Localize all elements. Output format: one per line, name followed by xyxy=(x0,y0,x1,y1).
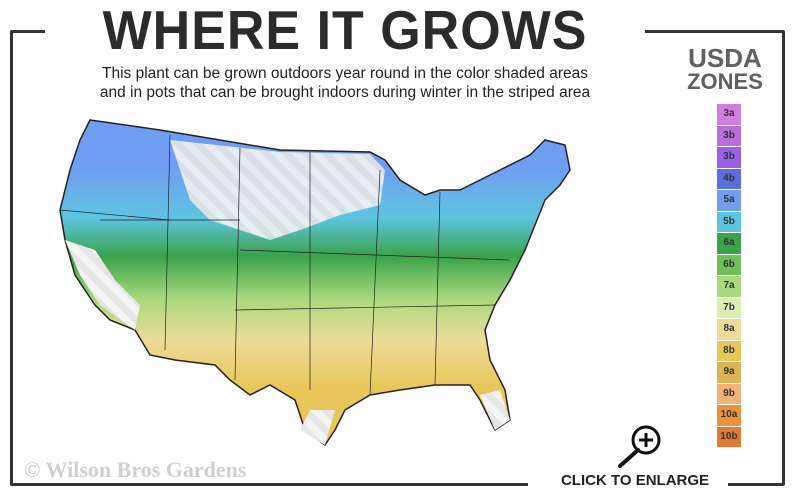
zone-swatch-10a: 10a xyxy=(717,405,741,426)
zone-swatch-8b: 8b xyxy=(717,340,741,361)
subtitle: This plant can be grown outdoors year ro… xyxy=(40,64,650,102)
legend-title-line: USDA xyxy=(688,43,762,73)
enlarge-label: CLICK TO ENLARGE xyxy=(560,472,710,489)
magnifier-plus-icon xyxy=(618,425,661,468)
zone-swatch-8a: 8a xyxy=(717,319,741,340)
state-borders xyxy=(59,134,511,396)
zone-swatch-5b: 5b xyxy=(717,211,741,232)
zone-swatch-4b: 4b xyxy=(717,168,741,189)
us-outline xyxy=(59,119,571,447)
striped-area xyxy=(300,410,335,445)
zone-swatch-5a: 5a xyxy=(717,190,741,211)
zone-swatch-9a: 9a xyxy=(717,362,741,383)
page-title: WHERE IT GROWS xyxy=(102,0,588,62)
striped-area xyxy=(170,140,385,240)
zone-swatch-6a: 6a xyxy=(717,233,741,254)
legend-title: USDA ZONES xyxy=(660,43,790,94)
zone-legend: 3a 3b 3b 4b 5a 5b 6a 6b 7a 7b 8a 8b 9a 9b 10a 10b xyxy=(717,104,741,448)
copyright-watermark: © Wilson Bros Gardens xyxy=(24,457,247,482)
zone-swatch-9b: 9b xyxy=(717,383,741,404)
zone-swatch-7b: 7b xyxy=(717,297,741,318)
striped-area xyxy=(65,240,140,330)
frame-gap xyxy=(45,20,645,40)
legend-title-line: ZONES xyxy=(687,69,763,94)
zone-swatch-7a: 7a xyxy=(717,276,741,297)
zone-swatch-3b: 3b xyxy=(717,147,741,168)
zone-swatch-3a: 3a xyxy=(717,104,741,125)
zone-swatch-3b: 3b xyxy=(717,125,741,146)
zone-swatch-6b: 6b xyxy=(717,254,741,275)
us-zone-map[interactable] xyxy=(40,110,600,460)
subtitle-line: This plant can be grown outdoors year ro… xyxy=(102,65,588,82)
zone-swatch-10b: 10b xyxy=(717,426,741,447)
frame-gap xyxy=(528,470,728,500)
subtitle-line: and in pots that can be brought indoors … xyxy=(99,84,591,101)
striped-area xyxy=(480,390,510,430)
